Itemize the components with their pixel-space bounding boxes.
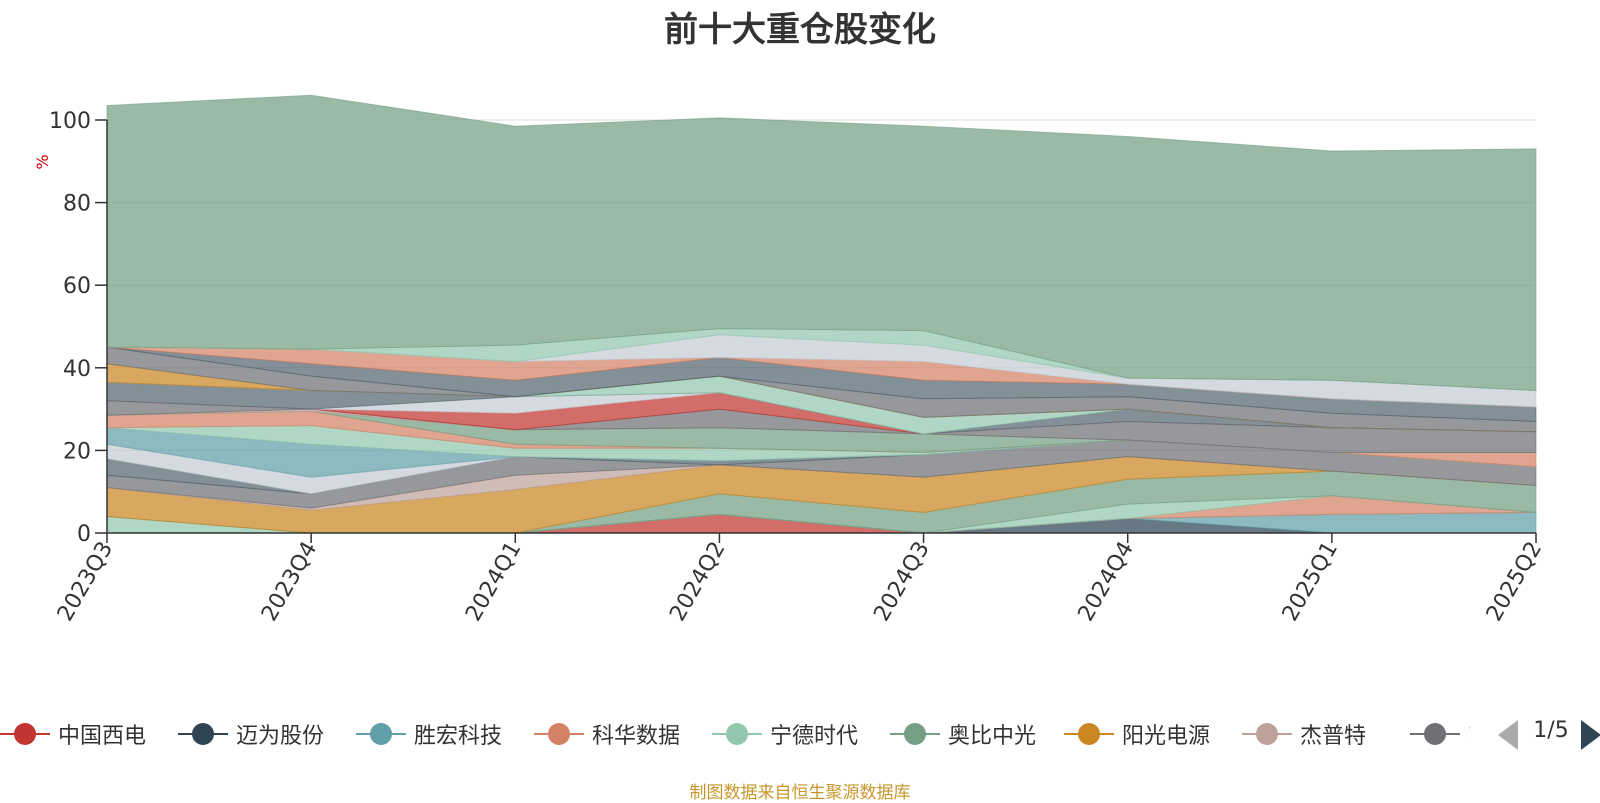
legend-marker-icon xyxy=(356,722,406,746)
legend-prev-page-icon[interactable] xyxy=(1498,720,1518,750)
chart-legend: 中国西电 迈为股份 胜宏科技 科华数据 宁德时代 奥比中光 阳光电源 杰普特 东方财富 xyxy=(0,712,1600,756)
data-source-note: 制图数据来自恒生聚源数据库 xyxy=(689,783,911,803)
y-tick-label: 40 xyxy=(63,357,91,382)
legend-item[interactable]: 杰普特 xyxy=(1242,712,1366,756)
x-tick-label: 2025Q2 xyxy=(1482,538,1547,626)
x-tick-label: 2025Q1 xyxy=(1278,538,1343,626)
legend-item[interactable]: 奥比中光 xyxy=(890,712,1036,756)
x-tick-label: 2024Q2 xyxy=(665,538,730,626)
legend-marker-icon xyxy=(890,722,940,746)
legend-label: 胜宏科技 xyxy=(414,724,503,749)
legend-label: 中国西电 xyxy=(58,724,147,749)
x-tick-label: 2024Q3 xyxy=(869,538,934,626)
chart-area: 0 20 40 60 80 100% 2023Q3 2023Q4 2024Q1 2024Q2 202… xyxy=(33,94,1547,626)
legend-marker-icon xyxy=(1410,722,1460,746)
chart-title: 前十大重仓股变化 xyxy=(664,10,936,50)
legend-page-indicator: 1/5 xyxy=(1533,718,1569,743)
y-tick-label: 20 xyxy=(63,439,91,464)
x-tick-label: 2023Q3 xyxy=(53,538,118,626)
legend-items: 中国西电 迈为股份 胜宏科技 科华数据 宁德时代 奥比中光 阳光电源 杰普特 东方财富 xyxy=(0,712,1470,756)
x-tick-label: 2024Q4 xyxy=(1074,538,1139,626)
legend-label: 阳光电源 xyxy=(1122,724,1211,749)
legend-marker-icon xyxy=(0,722,50,746)
legend-label: 迈为股份 xyxy=(236,724,325,749)
legend-label: 奥比中光 xyxy=(948,724,1037,749)
legend-next-page-icon[interactable] xyxy=(1581,720,1600,750)
legend-marker-icon xyxy=(534,722,584,746)
legend-item[interactable]: 胜宏科技 xyxy=(356,712,502,756)
legend-marker-icon xyxy=(1242,722,1292,746)
legend-item[interactable]: 宁德时代 xyxy=(712,712,858,756)
series-area-27 xyxy=(106,94,1537,392)
legend-item[interactable]: 迈为股份 xyxy=(178,712,324,756)
y-axis-label: % xyxy=(33,154,52,169)
legend-item[interactable]: 东方财富 xyxy=(1410,712,1470,756)
y-tick-label: 0 xyxy=(77,522,91,547)
legend-marker-icon xyxy=(178,722,228,746)
legend-item[interactable]: 阳光电源 xyxy=(1064,712,1210,756)
legend-marker-icon xyxy=(1064,722,1114,746)
legend-item[interactable]: 中国西电 xyxy=(0,712,146,756)
y-tick-label: 100 xyxy=(49,109,91,134)
x-tick-label: 2024Q1 xyxy=(461,538,526,626)
legend-marker-icon xyxy=(712,722,762,746)
x-tick-label: 2023Q4 xyxy=(257,538,322,626)
y-tick-label: 60 xyxy=(63,274,91,299)
legend-item[interactable]: 科华数据 xyxy=(534,712,680,756)
legend-label: 东方财富 xyxy=(1468,718,1470,750)
legend-label: 宁德时代 xyxy=(770,724,859,749)
legend-label: 杰普特 xyxy=(1300,724,1367,749)
legend-label: 科华数据 xyxy=(592,724,681,749)
y-tick-label: 80 xyxy=(63,192,91,217)
